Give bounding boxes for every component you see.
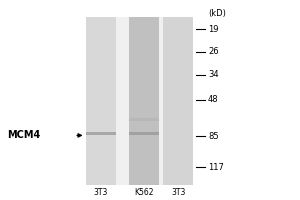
Bar (129, 17, 159, 185)
Bar (129, 132, 159, 135)
Text: 19: 19 (208, 25, 218, 34)
Text: 34: 34 (208, 70, 219, 79)
Text: 85: 85 (208, 132, 219, 141)
Text: 117: 117 (208, 163, 224, 172)
Bar (86, 17, 193, 185)
Text: 48: 48 (208, 95, 219, 104)
Text: 26: 26 (208, 47, 219, 56)
Text: 3T3: 3T3 (94, 188, 108, 197)
Bar (86, 17, 116, 185)
Bar (129, 118, 159, 121)
Bar (164, 17, 193, 185)
Bar (86, 132, 116, 135)
Text: 3T3: 3T3 (171, 188, 185, 197)
Text: (kD): (kD) (208, 9, 226, 18)
Text: MCM4: MCM4 (7, 130, 41, 140)
Text: K562: K562 (134, 188, 154, 197)
